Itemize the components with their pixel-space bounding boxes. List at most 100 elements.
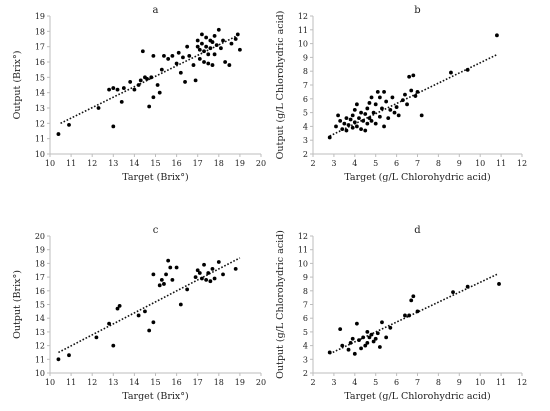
data-point [409, 298, 414, 303]
data-point [107, 321, 111, 326]
data-point [388, 107, 393, 112]
x-tick-label: 12 [87, 378, 97, 387]
data-point [497, 282, 501, 286]
data-point [185, 44, 190, 49]
data-point [159, 277, 164, 282]
data-point [354, 124, 359, 129]
data-point [369, 332, 374, 337]
data-point [138, 78, 143, 83]
data-point [111, 124, 116, 129]
data-point [195, 268, 200, 273]
data-point [200, 41, 204, 46]
data-point [136, 83, 141, 87]
data-point [365, 340, 370, 345]
data-point [96, 106, 101, 110]
data-point [365, 330, 370, 334]
data-point [56, 357, 61, 362]
data-point [373, 121, 378, 126]
data-point [115, 306, 120, 311]
data-point [147, 328, 152, 333]
data-point [221, 272, 225, 277]
data-point [371, 110, 376, 115]
y-tick-label: 12 [298, 232, 308, 241]
panel-label: c [153, 225, 159, 236]
x-tick-label: 11 [66, 378, 76, 387]
data-point [221, 38, 225, 43]
data-point [193, 78, 198, 83]
y-tick-label: 17 [35, 43, 45, 52]
data-point [352, 107, 357, 112]
data-point [107, 87, 111, 92]
data-point [233, 37, 238, 41]
data-point [367, 116, 372, 121]
data-point [155, 83, 160, 87]
y-tick-label: 2 [303, 150, 308, 159]
data-point [181, 55, 185, 60]
data-point [212, 276, 217, 281]
data-point [204, 277, 209, 282]
data-point [197, 271, 202, 275]
data-point [202, 49, 206, 54]
y-tick-label: 16 [35, 58, 45, 67]
y-tick-label: 8 [303, 287, 308, 296]
data-point [384, 99, 389, 104]
x-axis-title: Target (Brix°) [122, 391, 188, 402]
y-tick-label: 7 [303, 301, 308, 310]
x-tick-label: 2 [310, 378, 315, 387]
data-point [195, 38, 200, 43]
data-point [357, 338, 361, 343]
data-point [174, 265, 179, 270]
x-tick-label: 10 [475, 378, 485, 387]
data-point [344, 116, 349, 121]
y-axis-title: Output (Brix°) [12, 270, 23, 339]
data-point [214, 43, 219, 48]
data-point [121, 86, 126, 90]
data-point [352, 120, 357, 125]
x-tick-label: 14 [129, 159, 139, 168]
data-point [111, 86, 116, 90]
data-point [151, 320, 156, 325]
y-tick-label: 20 [35, 232, 45, 241]
y-axis-title: Output (g/L Chlorohydric acid) [275, 230, 286, 379]
x-tick-label: 15 [150, 378, 160, 387]
data-point [394, 105, 399, 109]
data-point [208, 279, 213, 284]
data-point [373, 102, 378, 107]
data-point [176, 50, 181, 55]
x-tick-label: 4 [352, 159, 357, 168]
y-tick-label: 4 [303, 122, 308, 131]
y-tick-label: 5 [303, 109, 308, 118]
data-point [67, 353, 71, 358]
data-point [363, 343, 368, 348]
y-tick-label: 14 [35, 89, 45, 98]
y-tick-label: 17 [35, 273, 45, 282]
data-point [377, 345, 382, 349]
x-tick-label: 14 [129, 378, 139, 387]
data-point [336, 113, 340, 118]
y-tick-label: 19 [35, 12, 45, 21]
data-point [411, 73, 416, 78]
data-point [354, 321, 359, 326]
data-point [117, 303, 122, 308]
data-point [411, 294, 416, 299]
data-point [449, 70, 453, 75]
y-tick-label: 6 [303, 95, 308, 104]
y-tick-label: 5 [303, 328, 308, 337]
x-tick-label: 20 [256, 159, 266, 168]
data-point [178, 302, 183, 307]
panel-label: a [153, 5, 159, 16]
x-tick-label: 8 [436, 378, 441, 387]
data-point [216, 260, 221, 264]
data-point [147, 104, 152, 109]
y-tick-label: 10 [298, 40, 308, 49]
data-point [187, 53, 192, 58]
y-tick-label: 18 [35, 259, 45, 268]
data-point [403, 313, 407, 318]
x-tick-label: 8 [436, 159, 441, 168]
y-tick-label: 10 [35, 150, 45, 159]
data-point [415, 90, 420, 94]
data-point [202, 262, 206, 267]
y-tick-label: 12 [35, 342, 45, 351]
data-point [390, 95, 395, 100]
